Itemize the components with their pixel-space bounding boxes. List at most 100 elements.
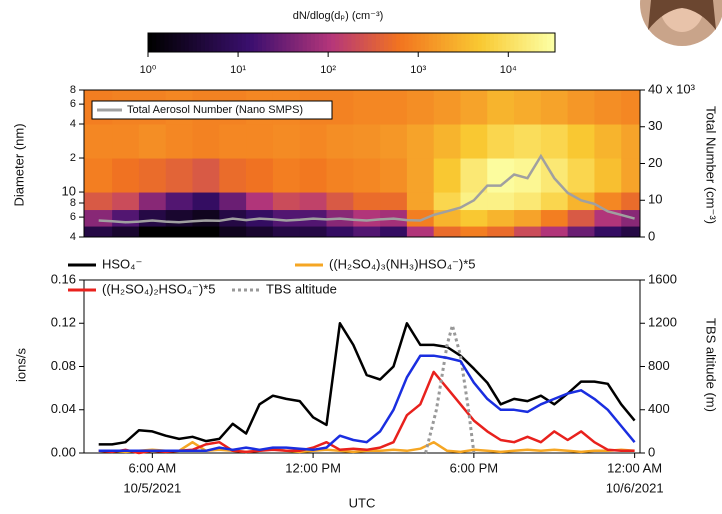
legend-label: TBS altitude xyxy=(266,281,337,296)
series-line xyxy=(98,322,636,446)
colorbar-strip xyxy=(461,33,467,52)
colorbar-strip xyxy=(546,33,552,52)
y-tick-label: 0.16 xyxy=(51,271,76,286)
series-line xyxy=(424,323,476,454)
colorbar-strip xyxy=(457,33,462,52)
colorbar-strip xyxy=(160,33,165,52)
heatmap-cell xyxy=(487,158,515,193)
colorbar-strip xyxy=(152,33,157,52)
heatmap-cell xyxy=(594,158,622,193)
heatmap-cell xyxy=(406,192,435,211)
heatmap-cell xyxy=(326,124,354,159)
colorbar-strip xyxy=(355,33,361,52)
heatmap-cell xyxy=(487,226,515,237)
colorbar-strip xyxy=(229,33,235,52)
colorbar-strip xyxy=(327,33,332,52)
heatmap-cell xyxy=(380,192,408,211)
colorbar-strip xyxy=(274,33,279,52)
heatmap-cell xyxy=(165,226,194,237)
heatmap-cell xyxy=(326,158,354,193)
heatmap-cell xyxy=(514,209,542,227)
heatmap-cell xyxy=(299,124,327,159)
colorbar-strip xyxy=(335,33,340,52)
heatmap-cell xyxy=(380,158,408,193)
heatmap-cell xyxy=(138,226,167,237)
y-tick-label: 4 xyxy=(70,231,76,243)
heatmap-cell xyxy=(594,124,622,159)
colorbar-strip xyxy=(200,33,206,52)
colorbar-strip xyxy=(331,33,336,52)
colorbar-strip xyxy=(213,33,218,52)
heatmap-cell xyxy=(433,192,461,211)
colorbar-strip xyxy=(286,33,292,52)
colorbar-strip xyxy=(445,33,450,52)
colorbar-strip xyxy=(339,33,344,52)
x-tick-label: 6:00 AM xyxy=(128,460,176,475)
heatmap-cell xyxy=(433,90,461,125)
colorbar-strip xyxy=(164,33,169,52)
colorbar-strip xyxy=(449,33,454,52)
colorbar-strip xyxy=(396,33,401,52)
heatmap-cell xyxy=(406,90,435,125)
colorbar-strip xyxy=(542,33,548,52)
heatmap-cell xyxy=(326,226,354,237)
heatmap-cell xyxy=(433,158,461,193)
colorbar-label: dN/dlog(dₚ) (cm⁻³) xyxy=(293,10,384,22)
colorbar-tick-label: 10¹ xyxy=(230,64,246,76)
heatmap-cell xyxy=(567,226,595,237)
heatmap-cell xyxy=(433,226,461,237)
heatmap-cell xyxy=(353,209,381,227)
colorbar-strip xyxy=(534,33,540,52)
heatmap-cell xyxy=(514,226,542,237)
colorbar-strip xyxy=(388,33,393,52)
colorbar-strip xyxy=(184,33,190,52)
heatmap-cell xyxy=(165,124,194,159)
y-tick-label: 8 xyxy=(70,84,76,96)
colorbar-strip xyxy=(241,33,247,52)
colorbar-strip xyxy=(257,33,263,52)
y2-tick-label: 1200 xyxy=(648,315,677,330)
colorbar-strip xyxy=(416,33,422,52)
colorbar-strip xyxy=(424,33,430,52)
colorbar-strip xyxy=(314,33,320,52)
heatmap-cell xyxy=(460,124,488,159)
heatmap-cell xyxy=(567,158,595,193)
heatmap-cell xyxy=(567,124,595,159)
colorbar-strip xyxy=(294,33,300,52)
colorbar-strip xyxy=(217,33,222,52)
colorbar-strip xyxy=(278,33,283,52)
colorbar-strip xyxy=(550,33,556,52)
colorbar-strip xyxy=(404,33,410,52)
y2-tick-label: 400 xyxy=(648,401,670,416)
total-number-line xyxy=(98,153,635,224)
heatmap-cell xyxy=(192,209,220,227)
heatmap-cell xyxy=(246,124,274,159)
colorbar-strip xyxy=(420,33,426,52)
heatmap-cell xyxy=(514,124,542,159)
colorbar-strip xyxy=(489,33,495,52)
colorbar-strip xyxy=(237,33,243,52)
colorbar-strip xyxy=(351,33,357,52)
heatmap-cell xyxy=(272,124,301,159)
heatmap-cell xyxy=(192,124,220,159)
heatmap-cell xyxy=(272,226,301,237)
colorbar-strip xyxy=(526,33,532,52)
y-axis-title: ions/s xyxy=(13,348,28,382)
y-tick-label: 6 xyxy=(70,211,76,223)
y-axis-title: Diameter (nm) xyxy=(11,123,26,206)
colorbar-strip xyxy=(481,33,487,52)
heatmap-cell xyxy=(165,192,194,211)
heatmap-cell xyxy=(299,158,327,193)
colorbar-strip xyxy=(221,33,226,52)
colorbar-strip xyxy=(384,33,389,52)
heatmap-cell xyxy=(84,209,113,227)
y-tick-label: 8 xyxy=(70,197,76,209)
colorbar-strip xyxy=(266,33,271,52)
legend-label: ((H₂SO₄)₂HSO₄⁻)*5 xyxy=(102,281,216,296)
heatmap-cell xyxy=(514,90,542,125)
colorbar-strip xyxy=(323,33,328,52)
colorbar-strip xyxy=(453,33,458,52)
colorbar-strip xyxy=(510,33,515,52)
heatmap-cell xyxy=(138,209,167,227)
y2-tick-label: 10 xyxy=(648,192,662,207)
